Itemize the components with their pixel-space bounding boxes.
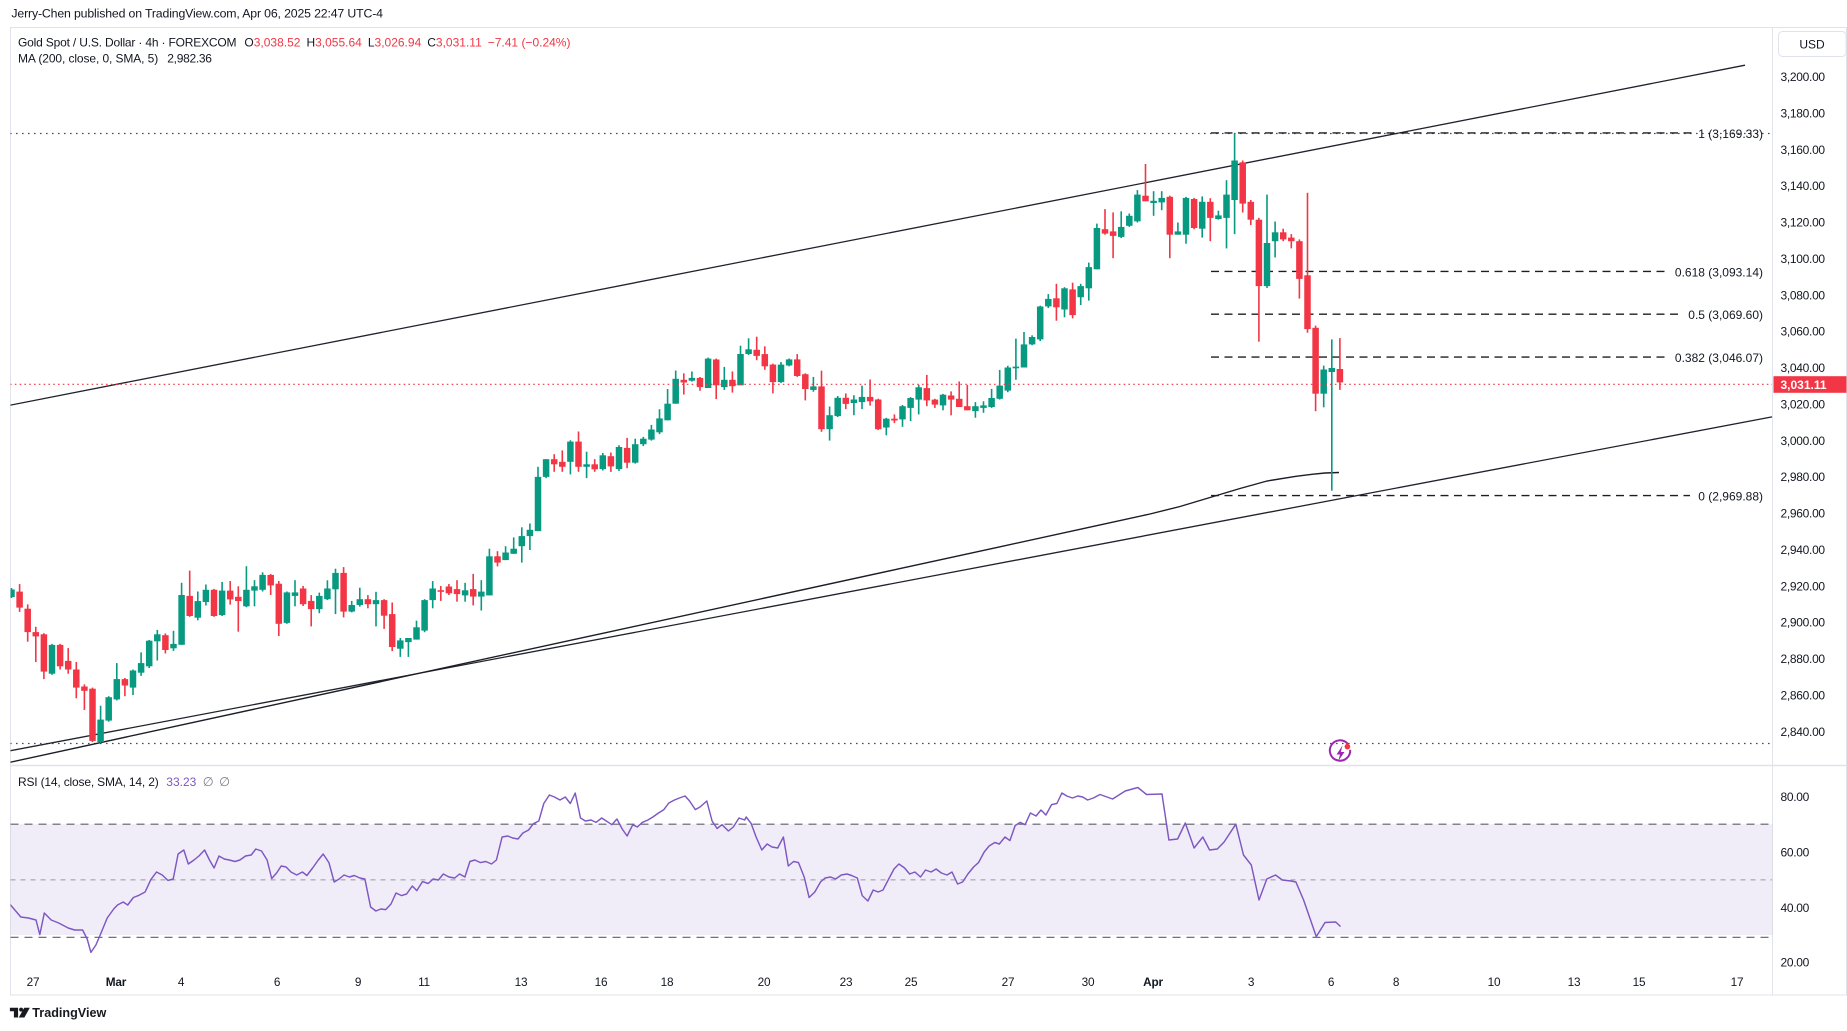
- svg-text:3,200.00: 3,200.00: [1781, 70, 1826, 84]
- svg-text:2,860.00: 2,860.00: [1781, 688, 1826, 702]
- svg-text:0.382 (3,046.07): 0.382 (3,046.07): [1675, 351, 1763, 365]
- svg-text:25: 25: [905, 975, 918, 989]
- svg-text:3,000.00: 3,000.00: [1781, 434, 1826, 448]
- svg-text:3,060.00: 3,060.00: [1781, 325, 1826, 339]
- svg-text:2,840.00: 2,840.00: [1781, 725, 1826, 739]
- svg-text:3,080.00: 3,080.00: [1781, 288, 1826, 302]
- svg-text:3,040.00: 3,040.00: [1781, 361, 1826, 375]
- svg-text:6: 6: [1328, 975, 1335, 989]
- svg-text:2,900.00: 2,900.00: [1781, 616, 1826, 630]
- svg-text:27: 27: [27, 975, 40, 989]
- svg-text:27: 27: [1002, 975, 1015, 989]
- svg-text:3: 3: [1248, 975, 1255, 989]
- svg-text:3,020.00: 3,020.00: [1781, 397, 1826, 411]
- svg-text:60.00: 60.00: [1781, 846, 1810, 860]
- svg-text:Apr: Apr: [1143, 975, 1163, 989]
- svg-text:3,120.00: 3,120.00: [1781, 216, 1826, 230]
- svg-text:9: 9: [355, 975, 361, 989]
- svg-text:11: 11: [418, 975, 430, 989]
- svg-text:23: 23: [840, 975, 853, 989]
- svg-text:17: 17: [1731, 975, 1744, 989]
- svg-text:3,180.00: 3,180.00: [1781, 107, 1826, 121]
- svg-text:MA (200, close, 0, SMA, 5): MA (200, close, 0, SMA, 5): [18, 52, 158, 66]
- svg-text:TradingView: TradingView: [32, 1006, 106, 1020]
- svg-text:∅: ∅: [219, 775, 230, 789]
- svg-text:3,140.00: 3,140.00: [1781, 179, 1826, 193]
- svg-text:33.23: 33.23: [166, 775, 196, 789]
- svg-text:16: 16: [595, 975, 608, 989]
- svg-text:10: 10: [1488, 975, 1501, 989]
- svg-text:0.5 (3,069.60): 0.5 (3,069.60): [1688, 308, 1763, 322]
- svg-text:O3,038.52 H3,055.64 L3,026.94: O3,038.52 H3,055.64 L3,026.94 C3,031.11 …: [244, 36, 570, 50]
- svg-text:2,880.00: 2,880.00: [1781, 652, 1826, 666]
- svg-text:40.00: 40.00: [1781, 901, 1810, 915]
- svg-text:∅: ∅: [203, 775, 214, 789]
- svg-text:3,100.00: 3,100.00: [1781, 252, 1826, 266]
- svg-text:15: 15: [1633, 975, 1646, 989]
- svg-text:18: 18: [661, 975, 674, 989]
- svg-text:80.00: 80.00: [1781, 790, 1810, 804]
- svg-text:6: 6: [274, 975, 281, 989]
- svg-text:2,960.00: 2,960.00: [1781, 507, 1826, 521]
- svg-text:20: 20: [758, 975, 771, 989]
- svg-text:8: 8: [1393, 975, 1400, 989]
- svg-text:13: 13: [1568, 975, 1581, 989]
- svg-text:Gold Spot / U.S. Dollar · 4h ·: Gold Spot / U.S. Dollar · 4h · FOREXCOM: [18, 36, 237, 50]
- svg-text:2,980.00: 2,980.00: [1781, 470, 1826, 484]
- svg-text:30: 30: [1082, 975, 1095, 989]
- svg-text:USD: USD: [1799, 38, 1825, 52]
- svg-text:Mar: Mar: [106, 975, 127, 989]
- svg-text:0.618 (3,093.14): 0.618 (3,093.14): [1675, 265, 1763, 279]
- svg-text:3,031.11: 3,031.11: [1781, 378, 1827, 392]
- svg-text:3,160.00: 3,160.00: [1781, 143, 1826, 157]
- svg-text:20.00: 20.00: [1781, 956, 1810, 970]
- svg-text:2,982.36: 2,982.36: [167, 52, 212, 66]
- svg-text:4: 4: [178, 975, 185, 989]
- svg-text:13: 13: [515, 975, 528, 989]
- svg-text:RSI (14, close, SMA, 14, 2): RSI (14, close, SMA, 14, 2): [18, 775, 159, 789]
- svg-text:0 (2,969.88): 0 (2,969.88): [1698, 490, 1763, 504]
- svg-text:2,940.00: 2,940.00: [1781, 543, 1826, 557]
- svg-text:2,920.00: 2,920.00: [1781, 579, 1826, 593]
- svg-text:1 (3,169.33): 1 (3,169.33): [1698, 127, 1763, 141]
- svg-text:Jerry-Chen published on Tradin: Jerry-Chen published on TradingView.com,…: [11, 7, 383, 21]
